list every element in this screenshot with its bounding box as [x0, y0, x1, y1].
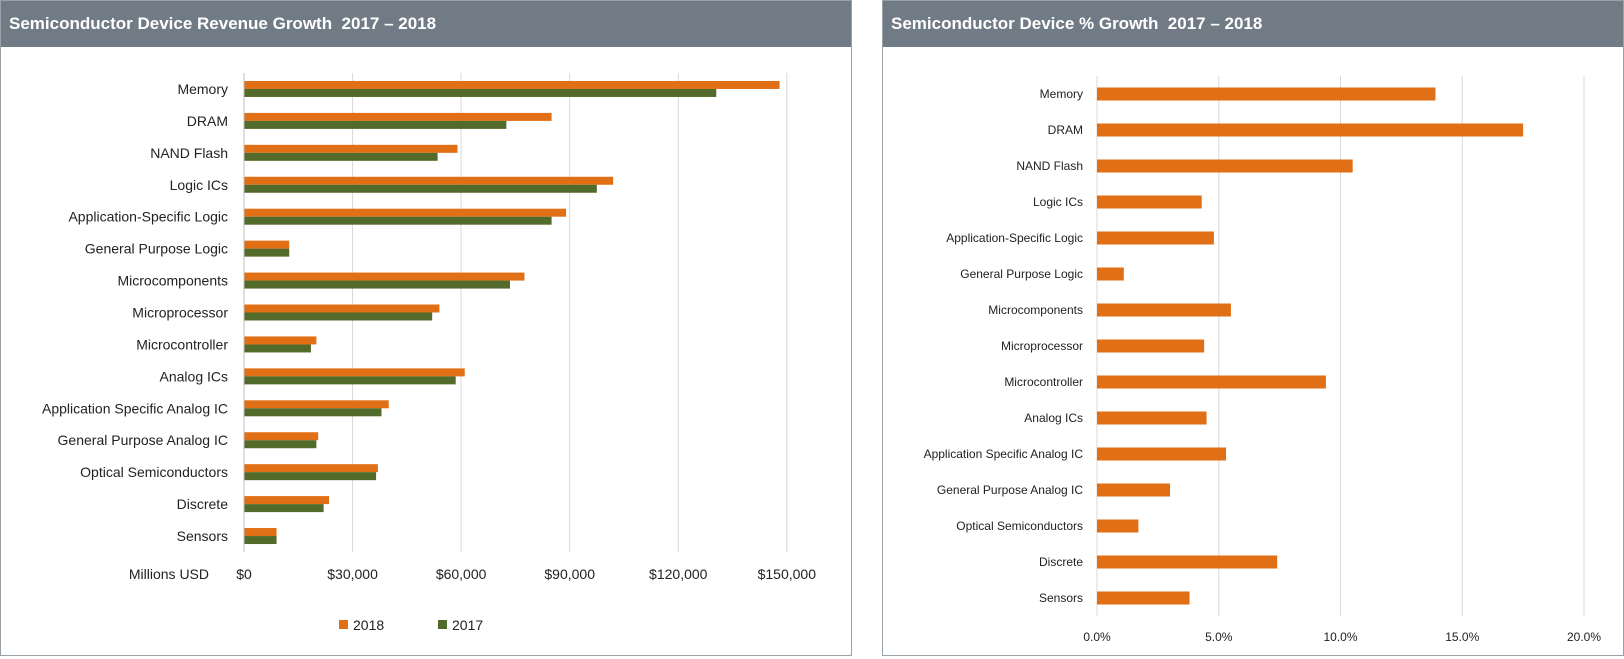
bar-2018-logic-ics	[244, 176, 614, 185]
bar-2017-nand-flash	[244, 152, 438, 161]
bar-growth-nand-flash	[1097, 159, 1353, 173]
category-label: General Purpose Logic	[85, 241, 228, 257]
bar-2018-microcontroller	[244, 336, 317, 345]
growth-chart-panel: Semiconductor Device % Growth 2017 – 201…	[882, 0, 1624, 656]
bar-2017-microcontroller	[244, 344, 311, 353]
bar-growth-application-specific-analog-ic	[1097, 447, 1227, 461]
category-label: Sensors	[177, 528, 228, 544]
category-label: General Purpose Analog IC	[937, 483, 1083, 497]
category-label: Optical Semiconductors	[80, 464, 228, 480]
bar-2017-application-specific-logic	[244, 216, 552, 225]
x-tick-label: $30,000	[327, 566, 378, 582]
legend-label-2017: 2017	[452, 617, 483, 633]
bar-growth-general-purpose-logic	[1097, 267, 1124, 281]
x-axis-label: Millions USD	[129, 566, 209, 582]
bar-growth-dram	[1097, 123, 1524, 137]
bar-2017-analog-ics	[244, 376, 456, 385]
legend-swatch-2018	[339, 620, 348, 629]
category-label: Microprocessor	[1001, 339, 1083, 353]
category-label: Application-Specific Logic	[946, 231, 1083, 245]
growth-bar-chart: 0.0% 5.0% 10.0% 15.0% 20.0% Memory DRAM NAND Fl…	[924, 76, 1601, 644]
bar-growth-analog-ics	[1097, 411, 1207, 425]
category-label: Analog ICs	[160, 368, 228, 384]
category-label: DRAM	[1048, 123, 1083, 137]
category-label: Memory	[177, 81, 228, 97]
bar-growth-microcomponents	[1097, 303, 1231, 317]
x-tick-label: 20.0%	[1567, 630, 1601, 644]
x-tick-label: 0.0%	[1083, 630, 1111, 644]
category-label: General Purpose Analog IC	[58, 432, 228, 448]
bar-2018-application-specific-logic	[244, 208, 567, 217]
category-label: Application Specific Analog IC	[42, 400, 228, 416]
bar-2018-dram	[244, 112, 552, 121]
revenue-bar-chart: $0 $30,000 $60,000 $90,000 $120,000 $150,000 M…	[42, 73, 817, 633]
category-label: Microcontroller	[1004, 375, 1083, 389]
bar-2018-analog-ics	[244, 368, 465, 377]
bar-2017-general-purpose-logic	[244, 248, 290, 257]
bar-growth-general-purpose-analog-ic	[1097, 483, 1171, 497]
bar-2018-nand-flash	[244, 144, 458, 153]
bar-2017-application-specific-analog-ic	[244, 408, 382, 417]
bar-growth-memory	[1097, 87, 1436, 101]
bar-2017-microcomponents	[244, 280, 510, 289]
category-label: Microcomponents	[988, 303, 1083, 317]
category-label: Application-Specific Logic	[68, 209, 228, 225]
category-label: Memory	[1040, 87, 1083, 101]
category-label: Logic ICs	[170, 177, 228, 193]
category-label: NAND Flash	[1016, 159, 1083, 173]
bar-2018-microcomponents	[244, 272, 525, 281]
category-label: Optical Semiconductors	[956, 519, 1083, 533]
bar-growth-discrete	[1097, 555, 1278, 569]
x-tick-label: $90,000	[544, 566, 595, 582]
category-label: Application Specific Analog IC	[924, 447, 1084, 461]
legend-swatch-2017	[438, 620, 447, 629]
bar-2017-optical-semiconductors	[244, 472, 377, 481]
category-label: Discrete	[1039, 555, 1083, 569]
bar-growth-logic-ics	[1097, 195, 1202, 209]
revenue-chart-panel: Semiconductor Device Revenue Growth 2017…	[0, 0, 852, 656]
x-tick-label: 15.0%	[1445, 630, 1479, 644]
x-tick-label: 5.0%	[1205, 630, 1233, 644]
bar-2018-sensors	[244, 528, 277, 537]
bar-2017-microprocessor	[244, 312, 433, 321]
bar-2018-discrete	[244, 496, 330, 505]
bar-growth-microcontroller	[1097, 375, 1326, 389]
bar-2018-application-specific-analog-ic	[244, 400, 389, 409]
bar-2018-memory	[244, 80, 780, 89]
category-label: General Purpose Logic	[960, 267, 1083, 281]
revenue-chart-title: Semiconductor Device Revenue Growth 2017…	[1, 1, 851, 47]
x-tick-label: $150,000	[758, 566, 817, 582]
bar-2018-general-purpose-logic	[244, 240, 290, 249]
category-label: Analog ICs	[1024, 411, 1083, 425]
bar-2018-microprocessor	[244, 304, 440, 313]
x-tick-label: $120,000	[649, 566, 708, 582]
category-label: Logic ICs	[1033, 195, 1083, 209]
category-label: Sensors	[1039, 591, 1083, 605]
x-tick-label: $0	[236, 566, 252, 582]
bar-2017-memory	[244, 88, 717, 97]
bar-2018-optical-semiconductors	[244, 464, 378, 473]
category-label: Microprocessor	[132, 305, 228, 321]
bar-growth-sensors	[1097, 591, 1190, 605]
bar-2017-sensors	[244, 536, 277, 545]
x-tick-label: 10.0%	[1323, 630, 1357, 644]
category-label: DRAM	[187, 113, 228, 129]
bar-2017-dram	[244, 120, 507, 129]
category-label: NAND Flash	[150, 145, 228, 161]
category-label: Microcomponents	[118, 273, 229, 289]
category-label: Microcontroller	[136, 336, 228, 352]
legend-label-2018: 2018	[353, 617, 384, 633]
bar-growth-application-specific-logic	[1097, 231, 1214, 245]
bar-growth-optical-semiconductors	[1097, 519, 1139, 533]
bar-2018-general-purpose-analog-ic	[244, 432, 319, 441]
bar-2017-logic-ics	[244, 184, 597, 193]
bar-2017-discrete	[244, 504, 324, 513]
bar-growth-microprocessor	[1097, 339, 1205, 353]
growth-chart-title: Semiconductor Device % Growth 2017 – 201…	[883, 1, 1623, 47]
category-label: Discrete	[177, 496, 229, 512]
x-tick-label: $60,000	[436, 566, 487, 582]
bar-2017-general-purpose-analog-ic	[244, 440, 317, 449]
